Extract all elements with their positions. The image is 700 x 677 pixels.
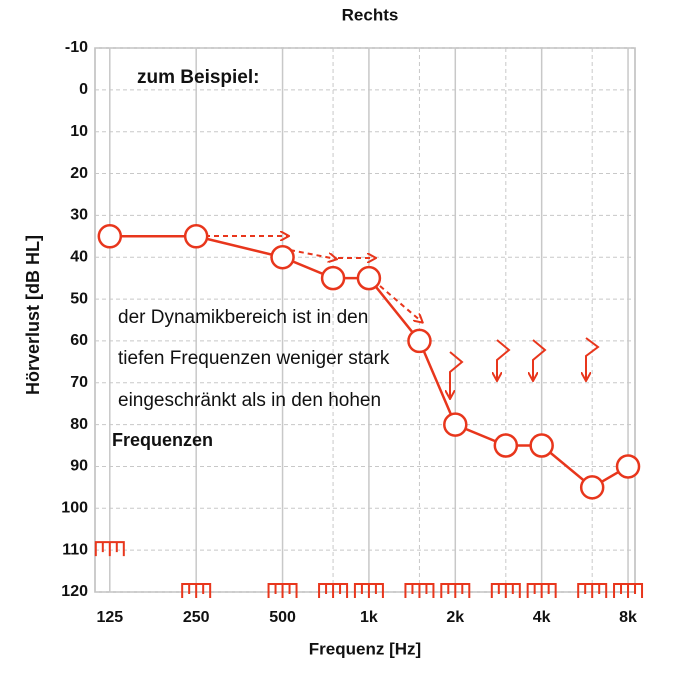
x-tick-label: 8k bbox=[619, 609, 637, 626]
threshold-marker bbox=[443, 412, 468, 437]
y-tick-label: 110 bbox=[62, 541, 88, 558]
y-tick-label: 100 bbox=[61, 500, 88, 517]
threshold-marker bbox=[529, 433, 554, 458]
y-tick-label: 30 bbox=[70, 207, 88, 224]
y-tick-label: 70 bbox=[70, 374, 88, 391]
x-tick-label: 250 bbox=[183, 609, 210, 626]
discomfort-bracket bbox=[267, 583, 298, 598]
annotation: tiefen Frequenzen weniger stark bbox=[118, 348, 390, 369]
discomfort-bracket bbox=[181, 583, 212, 598]
threshold-marker bbox=[97, 224, 123, 249]
y-tick-label: 0 bbox=[79, 81, 88, 98]
threshold-marker bbox=[270, 244, 295, 270]
discomfort-bracket bbox=[353, 583, 384, 598]
y-tick-label: 60 bbox=[70, 332, 88, 349]
threshold-marker bbox=[579, 475, 605, 500]
x-tick-label: 2k bbox=[446, 609, 464, 626]
discomfort-bracket bbox=[490, 583, 521, 598]
y-axis-label: Hörverlust [dB HL] bbox=[23, 235, 43, 395]
x-tick-label: 1k bbox=[360, 609, 378, 626]
annotation: eingeschränkt als in den hohen bbox=[118, 390, 381, 411]
annotation: Frequenzen bbox=[112, 430, 213, 450]
x-axis-label: Frequenz [Hz] bbox=[309, 639, 421, 658]
discomfort-bracket bbox=[577, 583, 608, 598]
discomfort-bracket bbox=[94, 541, 125, 557]
chart-title: Rechts bbox=[342, 5, 399, 24]
dynamic-range-arrows bbox=[205, 236, 600, 398]
discomfort-bracket bbox=[526, 583, 557, 598]
x-tick-label: 125 bbox=[96, 609, 123, 626]
y-tick-label: 40 bbox=[70, 248, 88, 265]
threshold-marker bbox=[493, 433, 519, 458]
y-tick-label: 10 bbox=[70, 123, 88, 140]
x-tick-label: 500 bbox=[269, 609, 296, 626]
y-tick-label: 120 bbox=[61, 583, 88, 600]
discomfort-bracket bbox=[404, 583, 435, 598]
y-tick-label: 80 bbox=[70, 416, 88, 433]
y-tick-label: -10 bbox=[65, 39, 88, 56]
x-tick-label: 4k bbox=[533, 609, 551, 626]
threshold-marker bbox=[407, 328, 432, 354]
threshold-marker bbox=[615, 454, 641, 479]
y-tick-label: 50 bbox=[70, 290, 88, 307]
threshold-marker bbox=[320, 265, 346, 291]
discomfort-bracket bbox=[440, 583, 471, 598]
threshold-marker bbox=[183, 224, 209, 249]
y-tick-label: 90 bbox=[70, 458, 88, 475]
grid bbox=[95, 47, 635, 593]
y-tick-label: 20 bbox=[70, 165, 88, 182]
annotation: zum Beispiel: bbox=[137, 67, 259, 88]
threshold-marker bbox=[356, 265, 382, 291]
annotation: der Dynamikbereich ist in den bbox=[118, 307, 368, 328]
discomfort-bracket bbox=[318, 583, 349, 598]
discomfort-bracket bbox=[613, 583, 644, 598]
